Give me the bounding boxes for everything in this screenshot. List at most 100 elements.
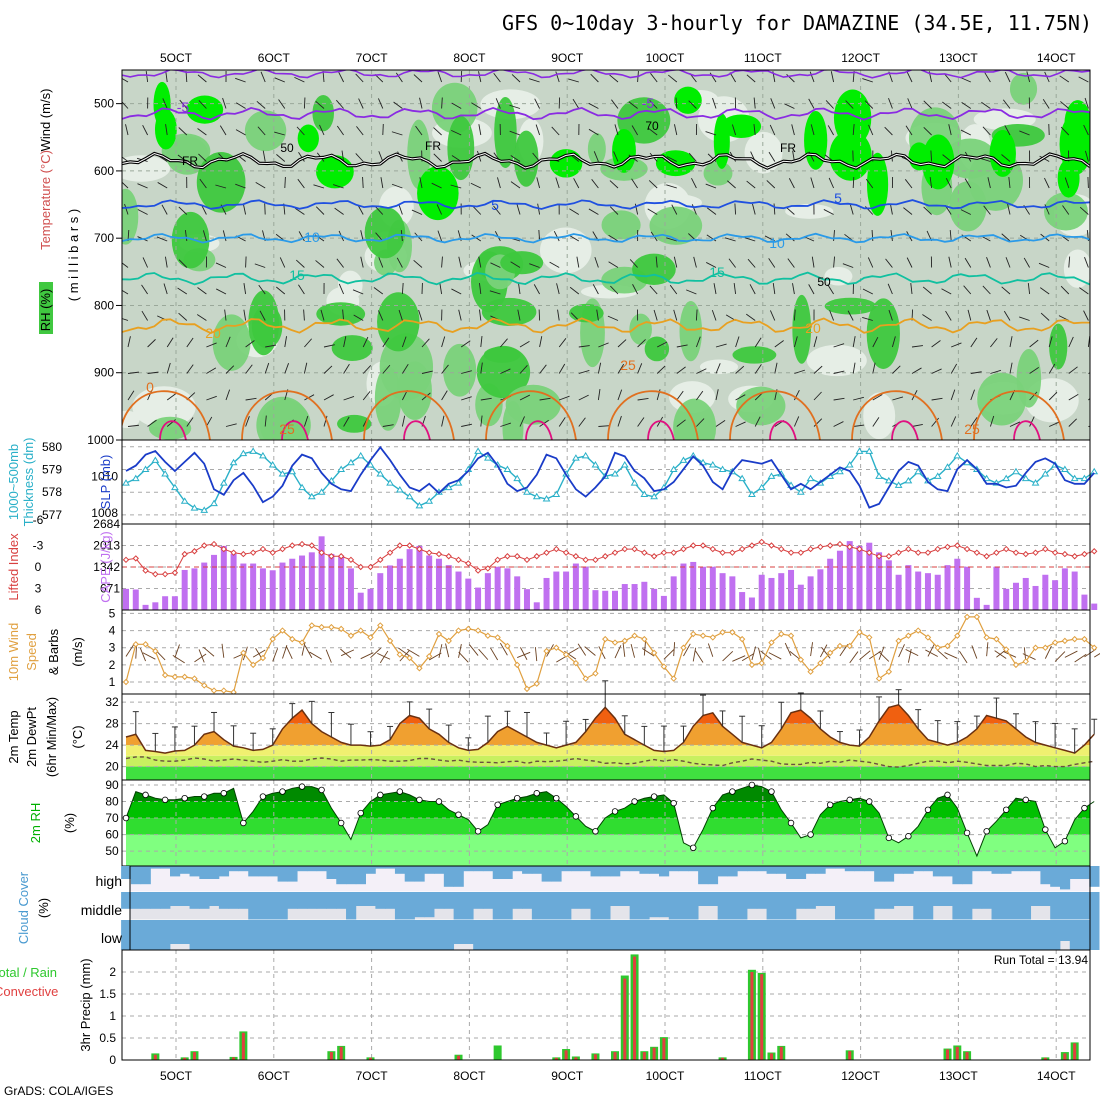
li-point [298, 540, 306, 548]
cloud-bar [297, 866, 308, 872]
upper-wind-barb [948, 256, 952, 268]
thickness-point [229, 458, 238, 466]
li-point [660, 549, 668, 556]
cloud-bar [795, 920, 807, 950]
thickness-point [1041, 470, 1050, 477]
upper-wind-barb [1078, 76, 1089, 83]
upper-wind-barb [166, 393, 177, 401]
wind10m-point [416, 665, 423, 672]
wind-ylabel-1: 10m Wind [6, 623, 21, 682]
upper-wind-barb [629, 259, 638, 268]
cloud-bar [434, 866, 445, 874]
upper-wind-barb [315, 260, 325, 268]
upper-wind-barb [162, 98, 168, 109]
rh-saturated-patch [153, 81, 171, 128]
upper-wind-barb [441, 390, 448, 401]
cloud-bar [932, 920, 944, 950]
rh2m-point [885, 834, 893, 842]
cloud-bar [1001, 920, 1012, 950]
upper-wind-barb [127, 371, 139, 374]
cloud-bar [619, 920, 631, 950]
cloud-bar [179, 920, 190, 944]
upper-wind-barb [184, 230, 188, 242]
thickness-point [669, 465, 678, 473]
upper-wind-barb [842, 263, 854, 268]
cloud-bar [952, 920, 963, 950]
li-point [543, 549, 550, 556]
upper-wind-barb [441, 415, 445, 427]
upper-wind-barb [1001, 233, 1011, 242]
wind10m-point [259, 654, 267, 662]
upper-wind-barb [675, 97, 678, 109]
precip-total-bar [493, 1045, 502, 1060]
upper-wind-barb [868, 124, 874, 136]
li-point [572, 553, 580, 560]
cloud-bar [971, 892, 983, 909]
upper-wind-barb [688, 152, 697, 162]
cloud-bar [394, 892, 406, 920]
upper-wind-barb [608, 234, 619, 242]
upper-wind-barb [1048, 336, 1053, 348]
upper-wind-barb [480, 336, 483, 348]
upper-wind-barb [336, 258, 344, 268]
upper-wind-barb [304, 338, 313, 348]
cape-bar [338, 555, 345, 610]
upper-wind-barb [808, 284, 815, 295]
upper-wind-barb [872, 417, 880, 427]
cloud-bar [786, 866, 797, 879]
upper-wind-barb [827, 125, 834, 136]
upper-wind-barb [768, 258, 776, 268]
upper-wind-barb [518, 283, 521, 295]
upper-wind-barb [122, 77, 129, 83]
wind10m-point [895, 637, 902, 645]
upper-wind-barb [264, 415, 267, 427]
upper-wind-barb [674, 124, 678, 136]
thickness-point [249, 447, 258, 454]
upper-wind-barb [810, 177, 815, 189]
thickness-point [943, 463, 952, 470]
rh2m-point [533, 790, 540, 797]
x-tick-bottom-7: 12OCT [841, 1069, 880, 1083]
cloud-bar [962, 892, 973, 920]
rh2m-point [866, 798, 873, 805]
rh-moist-patch [644, 336, 670, 362]
rh-moist-patch [949, 181, 987, 232]
upper-wind-barb [295, 259, 305, 268]
upper-wind-barb [296, 126, 305, 136]
upper-wind-barb [1038, 262, 1050, 268]
upper-wind-barb [1083, 310, 1089, 321]
upper-wind-barb [165, 124, 168, 136]
rh2m-point [122, 814, 130, 822]
upper-wind-barb [1019, 130, 1030, 136]
thickness-point [151, 456, 160, 463]
upper-wind-barb [888, 309, 893, 321]
upper-wind-barb [528, 78, 540, 83]
wind10m-barb [301, 641, 306, 656]
upper-wind-barb [258, 284, 266, 295]
wind10m-point [269, 635, 276, 643]
cape-bar [983, 604, 990, 610]
upper-grid [122, 70, 1090, 440]
cloud-bar [610, 892, 621, 906]
upper-wind-barb [648, 180, 658, 189]
precip-conv-bar [623, 978, 627, 1060]
upper-wind-barb [342, 309, 345, 321]
upper-wind-barb [519, 340, 530, 348]
cloud-bar [864, 866, 875, 872]
cloud-bar [306, 920, 318, 950]
upper-wind-barb [360, 256, 364, 268]
temp-ylabel-3: (6hr Min/Max) [44, 697, 59, 777]
thickness-point [542, 495, 551, 502]
cloud-bar [1001, 866, 1012, 874]
rh2m-point [298, 783, 306, 790]
wind10m-barb [1044, 645, 1052, 659]
rh-moist-patch [122, 188, 139, 245]
cloud-bar [218, 866, 230, 877]
upper-wind-barb [1042, 99, 1050, 109]
cloud-bar [835, 866, 846, 869]
wind10m-point [240, 649, 247, 657]
thick-ytick-579: 579 [42, 463, 62, 477]
cloud-bar [678, 892, 689, 920]
precip-ylabel-2: Convective [0, 984, 58, 999]
